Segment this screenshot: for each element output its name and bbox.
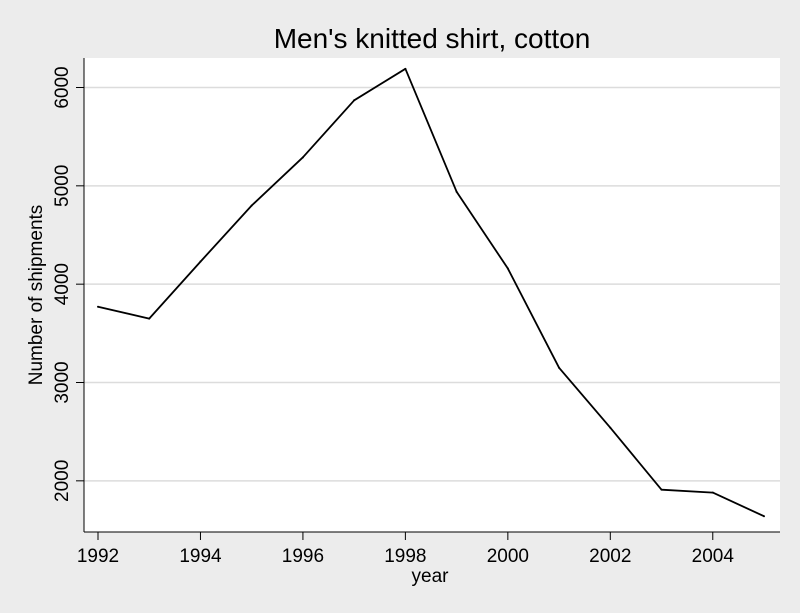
- data-point: [199, 260, 202, 263]
- data-point: [558, 366, 561, 369]
- data-point: [763, 515, 765, 518]
- y-tick-label: 3000: [52, 361, 73, 403]
- x-tick-label: 1994: [179, 546, 222, 567]
- y-tick-label: 5000: [52, 165, 73, 207]
- series: [97, 67, 765, 518]
- data-point: [353, 99, 356, 102]
- x-tick-label: 1992: [77, 546, 119, 567]
- data-point: [660, 488, 663, 491]
- data-point: [711, 491, 714, 494]
- y-tick-label: 2000: [52, 460, 73, 502]
- x-tick-label: 1998: [384, 546, 426, 567]
- data-point: [404, 67, 407, 70]
- data-point: [609, 426, 612, 429]
- data-point: [455, 190, 458, 193]
- data-point: [97, 305, 99, 308]
- y-axis-title: Number of shipments: [26, 205, 47, 386]
- y-tick-label: 6000: [52, 66, 73, 108]
- data-point: [250, 204, 253, 207]
- plot-area: [84, 58, 780, 532]
- x-axis-title: year: [412, 566, 450, 587]
- series-line: [97, 67, 765, 518]
- chart-title: Men's knitted shirt, cotton: [274, 23, 591, 54]
- y-tick-label: 4000: [52, 263, 73, 305]
- data-point: [148, 317, 151, 320]
- x-tick-label: 2002: [589, 546, 631, 567]
- x-tick-label: 2000: [487, 546, 529, 567]
- axes: 1992 1994 1996 1998 2000 2002 2004 2000 3000 4000…: [52, 58, 780, 567]
- gridlines: [84, 86, 780, 482]
- data-point: [506, 267, 509, 270]
- x-tick-label: 1996: [282, 546, 324, 567]
- x-tick-label: 2004: [692, 546, 735, 567]
- data-point: [301, 156, 304, 159]
